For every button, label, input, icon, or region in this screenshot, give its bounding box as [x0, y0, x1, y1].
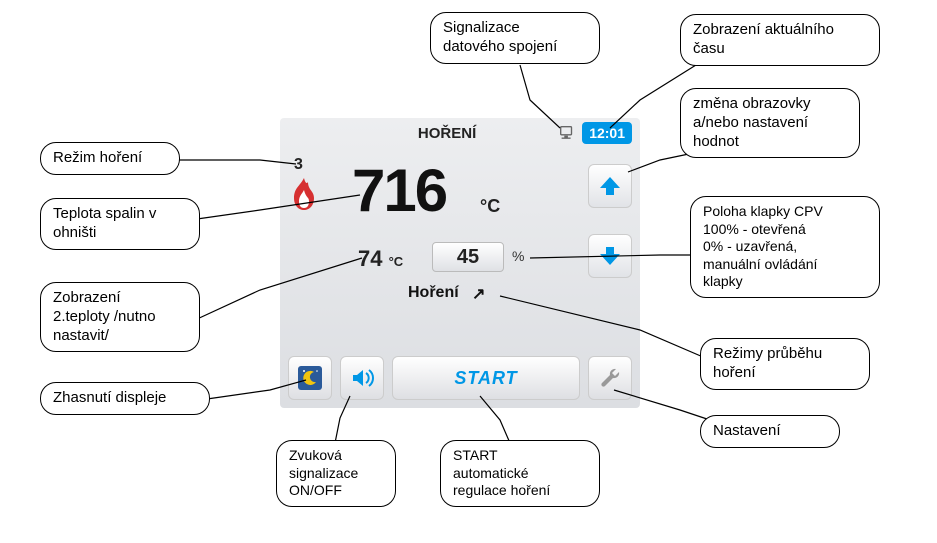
settings-button[interactable] — [588, 356, 632, 400]
device-screen: HOŘENÍ 12:01 3 716 °C 74 °C 45 % Hoření … — [280, 118, 640, 408]
callout-start: STARTautomatickéregulace hoření — [440, 440, 600, 507]
speaker-icon — [349, 365, 375, 391]
wrench-icon — [597, 365, 623, 391]
damper-pct-unit: % — [512, 248, 524, 264]
arrow-up-icon — [598, 174, 622, 198]
burn-mode-number: 3 — [294, 156, 303, 174]
callout-damper: Poloha klapky CPV100% - otevřená0% - uza… — [690, 196, 880, 298]
bottom-toolbar: START — [280, 348, 640, 408]
arrow-down-icon — [598, 244, 622, 268]
callout-clock: Zobrazení aktuálníhočasu — [680, 14, 880, 66]
callout-settings: Nastavení — [700, 415, 840, 448]
flue-temp-value: 716 — [352, 156, 446, 225]
callout-screen-change: změna obrazovkya/nebo nastaveníhodnot — [680, 88, 860, 158]
burn-mode-arrow-icon: ↗ — [472, 284, 485, 304]
sound-button[interactable] — [340, 356, 384, 400]
temp2-value: 74 °C — [358, 246, 403, 272]
arrow-down-button[interactable] — [588, 234, 632, 278]
arrow-up-button[interactable] — [588, 164, 632, 208]
callout-flue-temp: Teplota spalin vohništi — [40, 198, 200, 250]
start-button[interactable]: START — [392, 356, 580, 400]
clock-display: 12:01 — [582, 122, 632, 144]
callout-display-off: Zhasnutí displeje — [40, 382, 210, 415]
callout-sound: ZvukovásignalizaceON/OFF — [276, 440, 396, 507]
flame-icon — [290, 176, 318, 212]
temp2-number: 74 — [358, 246, 382, 271]
callout-burn-mode: Režim hoření — [40, 142, 180, 175]
flue-temp-unit: °C — [480, 196, 500, 217]
callout-connection: Signalizacedatového spojení — [430, 12, 600, 64]
connection-icon — [558, 124, 576, 142]
damper-pct-box[interactable]: 45 — [432, 242, 504, 272]
burn-mode-label: Hoření — [408, 284, 459, 302]
temp2-unit: °C — [389, 254, 404, 269]
callout-temp2: Zobrazení2.teploty /nutnonastavit/ — [40, 282, 200, 352]
display-off-button[interactable] — [288, 356, 332, 400]
screen-title: HOŘENÍ — [288, 125, 558, 142]
header-right: 12:01 — [558, 122, 632, 144]
night-icon — [297, 365, 323, 391]
callout-burn-modes: Režimy průběhuhoření — [700, 338, 870, 390]
panel-header: HOŘENÍ 12:01 — [280, 118, 640, 144]
